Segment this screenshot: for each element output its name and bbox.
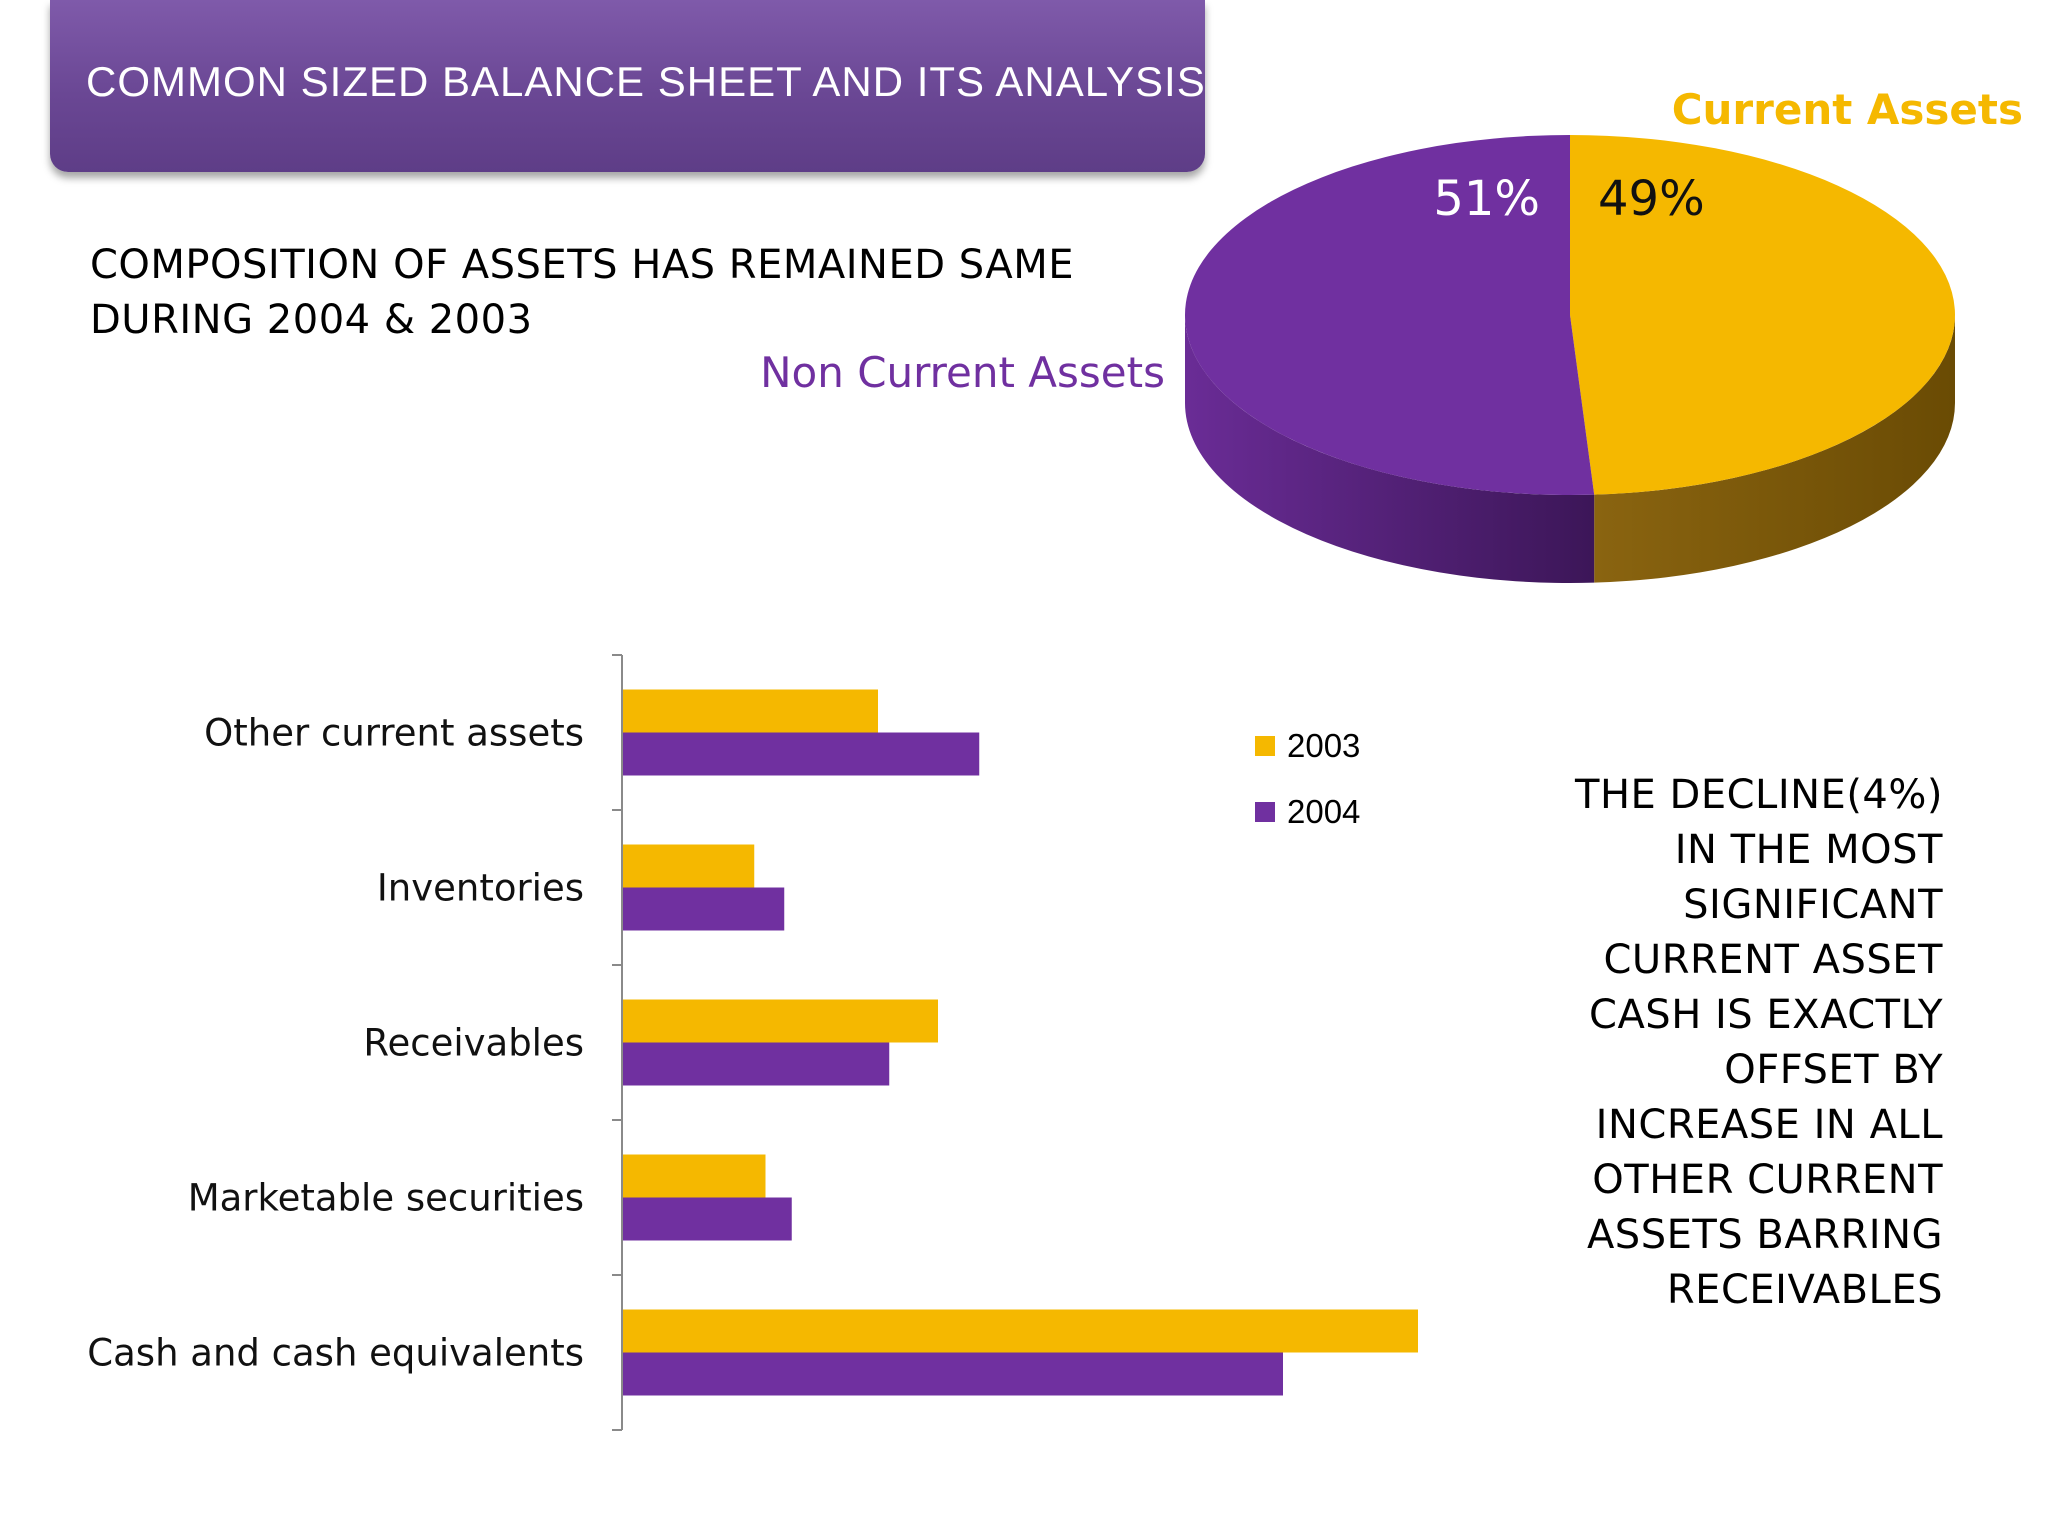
page-title: COMMON SIZED BALANCE SHEET AND ITS ANALY… xyxy=(86,58,1206,105)
legend-swatch-2004 xyxy=(1255,802,1275,822)
subtitle: COMPOSITION OF ASSETS HAS REMAINED SAME … xyxy=(90,242,1075,343)
pie-chart: 51% 49% xyxy=(1184,135,1955,583)
bar-2003 xyxy=(623,844,755,888)
analysis-note: THE DECLINE(4%) IN THE MOST SIGNIFICANT … xyxy=(1575,772,1943,1313)
legend-label-2003: 2003 xyxy=(1287,727,1361,764)
bar-2004 xyxy=(623,1352,1283,1396)
title-banner: COMMON SIZED BALANCE SHEET AND ITS ANALY… xyxy=(50,0,1205,172)
pie-slice-non-current-assets xyxy=(1184,135,1595,496)
legend-item-2004: 2004 xyxy=(1255,779,1360,845)
legend-label-2004: 2004 xyxy=(1287,793,1361,830)
pie-label-non-current-assets: Non Current Assets xyxy=(760,348,1165,397)
pie-side-non-current-assets xyxy=(1185,315,1595,583)
pie-value-label-current: 49% xyxy=(1598,171,1705,227)
bar-2004 xyxy=(623,732,980,776)
category-label: Cash and cash equivalents xyxy=(87,1332,584,1375)
category-label: Receivables xyxy=(363,1022,584,1065)
bar-legend: 2003 2004 xyxy=(1255,713,1360,845)
legend-item-2003: 2003 xyxy=(1255,713,1360,779)
category-label: Inventories xyxy=(377,867,584,910)
pie-label-current-assets: Current Assets xyxy=(1671,85,2023,134)
bar-2004 xyxy=(623,1197,792,1241)
bar-2003 xyxy=(623,689,878,733)
bar-2004 xyxy=(623,1042,890,1086)
bar-2004 xyxy=(623,887,785,931)
pie-value-label-non-current: 51% xyxy=(1433,171,1540,227)
bar-2003 xyxy=(623,1309,1418,1353)
category-label: Other current assets xyxy=(204,712,584,755)
pie-side-current-assets xyxy=(1594,315,1955,583)
bar-2003 xyxy=(623,1154,766,1198)
category-label: Marketable securities xyxy=(188,1177,584,1220)
bar-chart: Other current assets Inventories Receivabl… xyxy=(87,654,1418,1431)
legend-swatch-2003 xyxy=(1255,736,1275,756)
bar-2003 xyxy=(623,999,938,1043)
pie-slice-current-assets xyxy=(1570,135,1955,495)
